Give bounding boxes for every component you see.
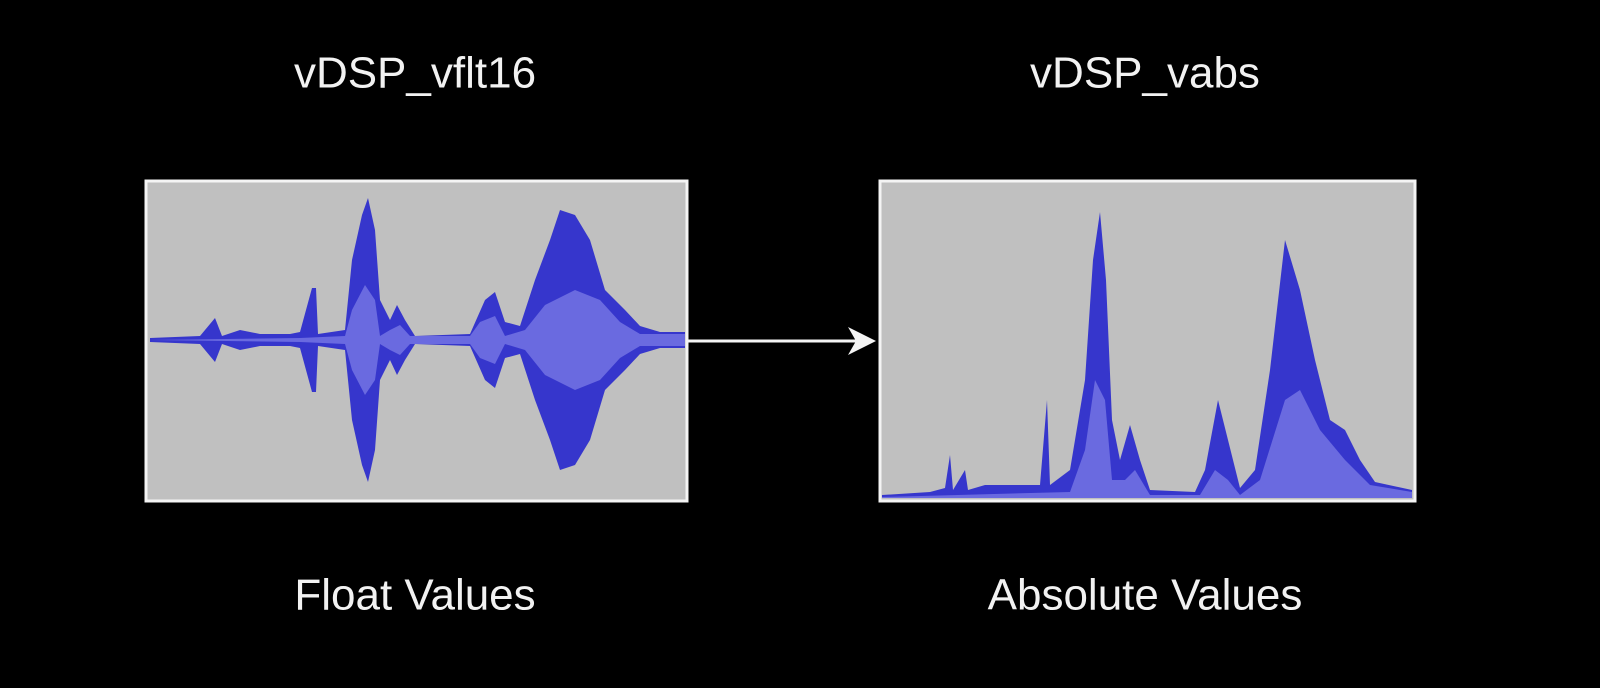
waveform-inner (882, 380, 1412, 498)
node-label: Absolute Values (988, 571, 1303, 620)
waveform-inner (150, 285, 685, 340)
waveform-panel (144, 179, 689, 503)
arrow-head (848, 327, 876, 355)
node-title: vDSP_vflt16 (294, 49, 536, 98)
node-label: Float Values (294, 571, 535, 620)
node-title: vDSP_vabs (1030, 49, 1260, 98)
panel-border (878, 179, 1417, 503)
arrow (687, 327, 876, 355)
waveform-panel (878, 179, 1417, 503)
